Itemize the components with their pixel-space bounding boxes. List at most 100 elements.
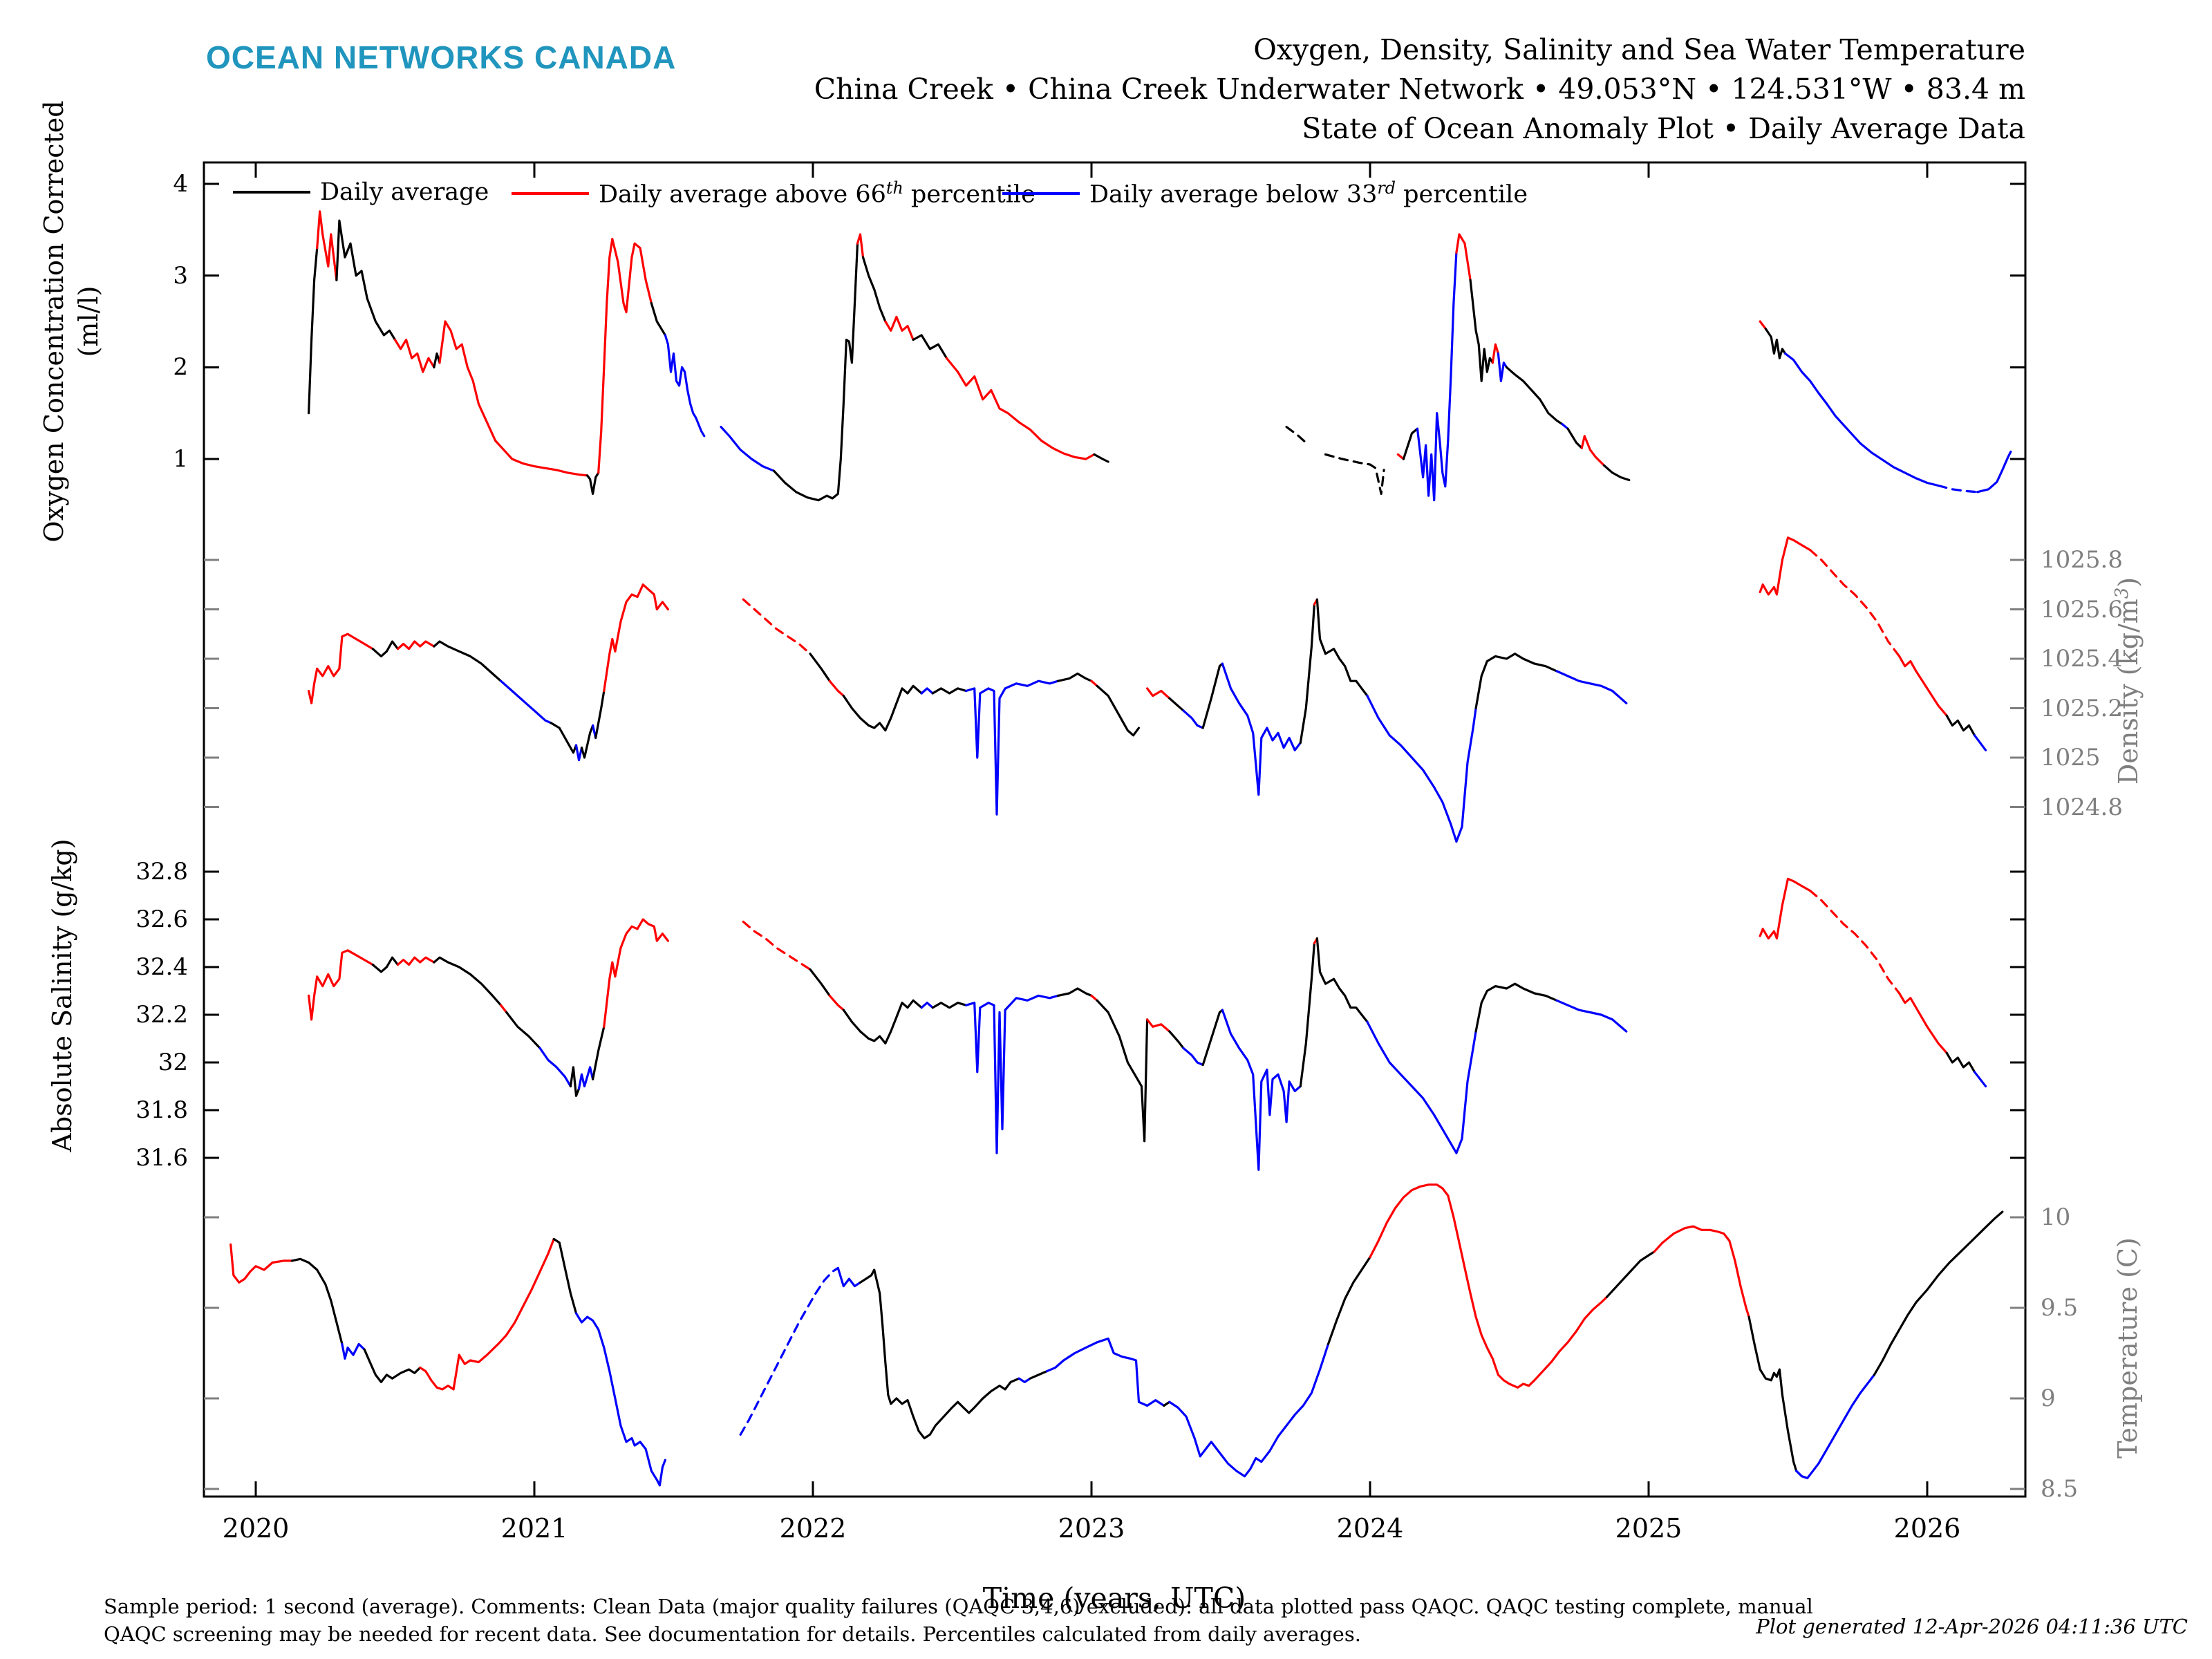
density-series-k	[433, 640, 503, 682]
density-series-k	[931, 687, 968, 695]
density-series-b	[1366, 694, 1477, 843]
salinity-series-k	[842, 999, 923, 1045]
density-tick-label: 1025.2	[2041, 694, 2123, 722]
salinity-series-r	[1809, 889, 1901, 995]
oxygen-series-r	[1759, 320, 1767, 330]
density-series-r	[828, 679, 845, 697]
temperature-series-b	[1018, 1377, 1031, 1384]
density-series-k	[1096, 684, 1141, 737]
salinity-series-k	[1201, 1009, 1224, 1067]
blue-line-swatch	[1002, 191, 1080, 195]
oxygen-series-b	[1416, 251, 1458, 502]
temperature-series-k	[363, 1348, 422, 1384]
salinity-tick-label: 32	[158, 1049, 188, 1076]
oxygen-series-b	[1937, 484, 1979, 494]
legend-item-below-33rd: Daily average below 33rd percentile	[1002, 178, 1528, 209]
oxygen-series-k	[1285, 425, 1310, 447]
salinity-tick-label: 32.4	[135, 953, 188, 981]
temperature-series-r	[419, 1237, 555, 1391]
density-series-k	[1945, 714, 1976, 737]
temperature-series-k	[1747, 1315, 1798, 1472]
footer-line-2: QAQC screening may be needed for recent …	[104, 1622, 1361, 1646]
salinity-series-k	[1056, 987, 1093, 997]
density-series-k	[1474, 653, 1558, 710]
plot-title-block: Oxygen, Density, Salinity and Sea Water …	[814, 30, 2025, 149]
oxygen-series-k	[1093, 453, 1109, 463]
oxygen-series-k	[585, 471, 600, 496]
oxygen-series-k	[433, 352, 441, 368]
density-series-r	[1759, 536, 1812, 596]
legend: Daily average Daily average above 66th p…	[0, 178, 2212, 209]
oxygen-series-r	[1491, 343, 1499, 364]
temperature-series-k	[552, 1237, 578, 1315]
salinity-series-k	[1945, 1051, 1976, 1074]
oxygen-series-k	[1566, 427, 1583, 449]
salinity-series-r	[1759, 877, 1812, 940]
salinity-series-b	[538, 1047, 572, 1088]
salinity-series-k	[591, 1025, 606, 1080]
temperature-series-b	[1045, 1337, 1165, 1407]
oxygen-series-r	[1455, 233, 1472, 281]
oxygen-series-r	[1580, 435, 1606, 467]
density-series-r	[603, 583, 670, 693]
oxygen-series-k	[650, 301, 667, 337]
salinity-series-r	[396, 956, 435, 966]
salinity-series-b	[1555, 999, 1628, 1033]
salinity-series-b	[1182, 1047, 1204, 1067]
temperature-series-k	[859, 1268, 1020, 1440]
salinity-series-r	[828, 994, 845, 1011]
salinity-series-k	[1474, 982, 1558, 1033]
density-series-r	[396, 640, 435, 650]
density-series-r	[1898, 655, 1948, 717]
oxygen-series-k	[1505, 366, 1564, 426]
oxygen-axis-unit: (ml/l)	[73, 285, 104, 357]
density-series-k	[1168, 697, 1185, 712]
temperature-series-k	[1605, 1250, 1656, 1298]
temperature-series-k	[1327, 1255, 1371, 1346]
temperature-tick-label: 9	[2041, 1385, 2056, 1412]
salinity-series-b	[577, 1066, 594, 1090]
oxygen-series-r	[393, 338, 435, 373]
salinity-series-b	[920, 1002, 934, 1009]
temperature-series-b	[341, 1342, 366, 1360]
oxygen-series-r	[438, 320, 589, 477]
oxygen-series-k	[1402, 427, 1419, 460]
oxygen-series-k	[1764, 328, 1787, 359]
density-axis-title: Density (kg/m3)	[2112, 577, 2144, 785]
oxygen-tick-label: 3	[173, 261, 188, 290]
salinity-tick-label: 31.8	[135, 1096, 188, 1124]
density-series-b	[499, 679, 552, 724]
density-series-b	[1182, 709, 1204, 729]
oxygen-series-k	[912, 334, 948, 359]
density-series-k	[371, 640, 400, 658]
density-series-b	[964, 679, 1060, 816]
temperature-series-r	[229, 1243, 293, 1284]
density-series-k	[809, 653, 831, 682]
x-tick-label: 2022	[779, 1513, 847, 1544]
density-series-k	[550, 722, 578, 754]
temperature-series-r	[1369, 1183, 1609, 1389]
salinity-series-k	[569, 1066, 581, 1097]
footer-comments: Sample period: 1 second (average). Comme…	[104, 1593, 1813, 1648]
density-series-r	[1809, 549, 1901, 658]
x-tick-label: 2026	[1893, 1513, 1961, 1544]
x-tick-label: 2025	[1615, 1513, 1683, 1544]
temperature-series-k	[1873, 1210, 2004, 1376]
salinity-tick-label: 32.6	[135, 906, 188, 933]
salinity-series-k	[371, 956, 400, 973]
density-series-r	[742, 598, 812, 655]
density-tick-label: 1025.6	[2041, 595, 2123, 624]
oxygen-series-r	[316, 210, 338, 281]
density-series-k	[580, 724, 594, 759]
salinity-series-k	[809, 968, 831, 997]
legend-label: Daily average below 33rd percentile	[1089, 178, 1528, 209]
x-axis-title: Time (years, UTC)	[982, 1582, 1246, 1615]
density-tick-label: 1025.4	[2041, 645, 2123, 673]
density-tick-label: 1025	[2041, 744, 2101, 771]
oxygen-series-b	[664, 334, 706, 438]
salinity-axis-title: Absolute Salinity (g/kg)	[47, 838, 77, 1152]
temperature-series-b	[1795, 1374, 1875, 1479]
oxygen-tick-label: 4	[173, 170, 188, 198]
oxygen-series-k	[1602, 464, 1631, 482]
